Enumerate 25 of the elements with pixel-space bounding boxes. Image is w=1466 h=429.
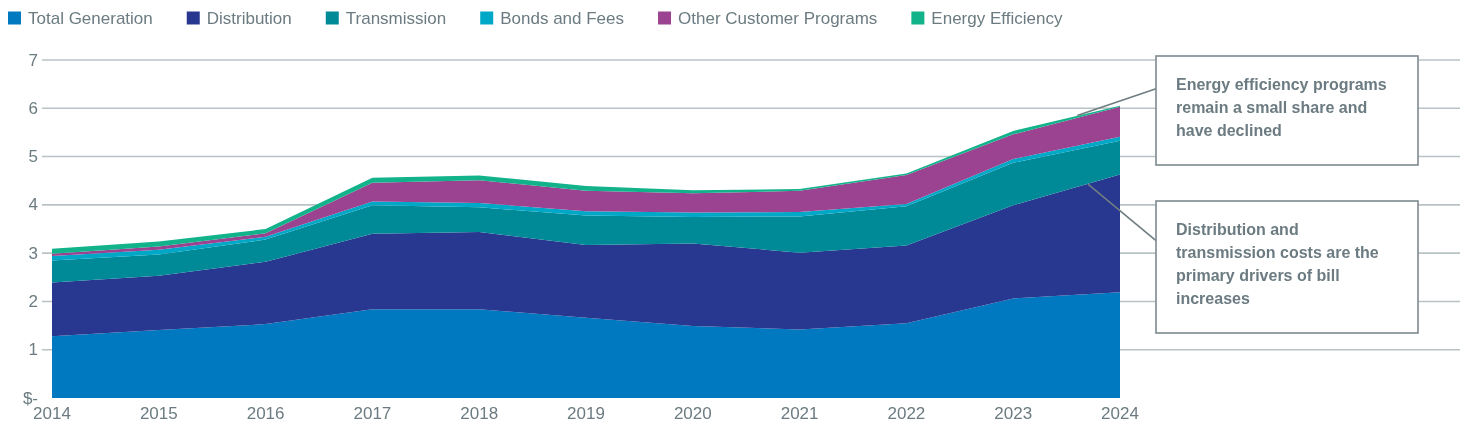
- y-tick-label: 1: [28, 340, 38, 360]
- legend-label: Distribution: [206, 8, 292, 28]
- y-tick-label: 4: [28, 195, 38, 215]
- x-tick-label: 2023: [994, 404, 1033, 423]
- x-tick-label: 2020: [673, 404, 712, 423]
- x-tick-label: 2017: [353, 404, 392, 423]
- x-tick-label: 2022: [887, 404, 926, 423]
- x-tick-label: 2021: [780, 404, 819, 423]
- x-tick-label: 2016: [246, 404, 285, 423]
- legend-label: Bonds and Fees: [500, 8, 625, 28]
- y-tick-label: 7: [28, 50, 38, 70]
- annotation: Energy efficiency programs remain a small share and have declined: [1176, 76, 1387, 139]
- y-tick-label: 3: [28, 243, 38, 263]
- x-tick-label: 2018: [460, 404, 499, 423]
- y-tick-label: 6: [28, 98, 38, 118]
- legend-label: Transmission: [345, 8, 447, 28]
- legend-label: Other Customer Programs: [678, 8, 878, 28]
- x-tick-label: 2024: [1101, 404, 1139, 423]
- x-tick-label: 2015: [139, 404, 178, 423]
- legend-label: Total Generation: [28, 8, 153, 28]
- y-tick-label: 5: [28, 147, 38, 167]
- x-tick-label: 2019: [567, 404, 605, 423]
- annotation: Distribution and transmission costs are the primary drivers of bill increases: [1176, 221, 1379, 307]
- y-tick-label: 2: [28, 291, 38, 311]
- legend-label: Energy Efficiency: [931, 8, 1063, 28]
